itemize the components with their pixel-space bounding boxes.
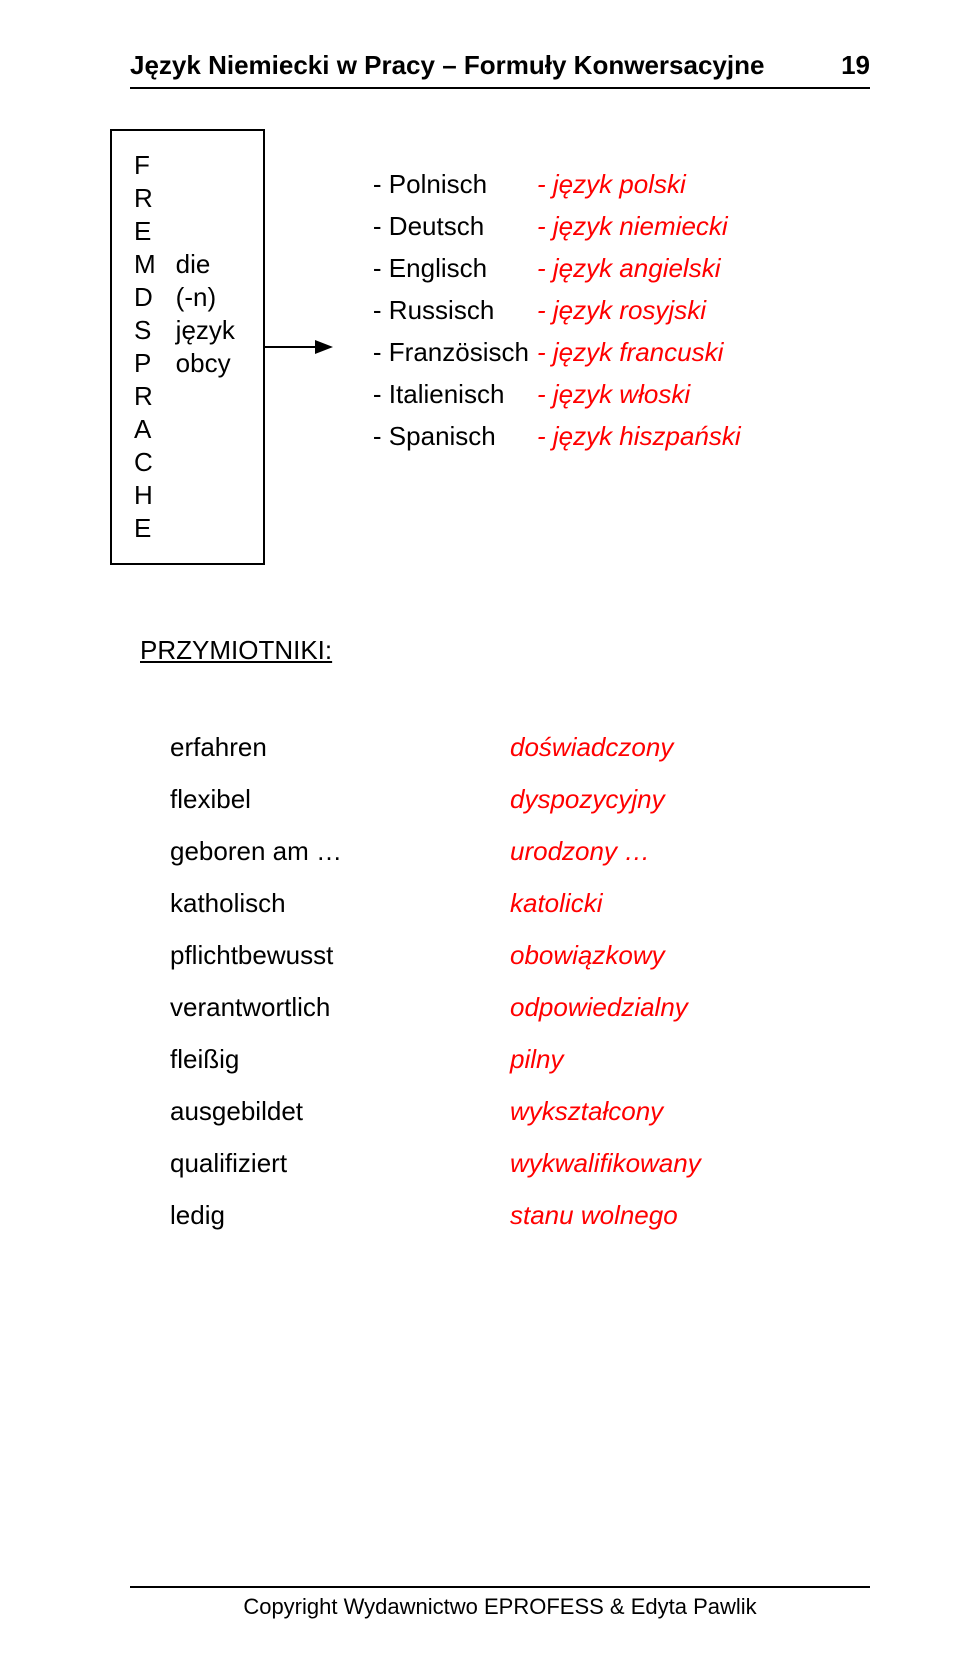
fremdsprache-box: F R E M D S P R A C H E die (-n) [110, 129, 265, 565]
language-polish: - język francuski [537, 331, 741, 373]
adjective-polish: wykwalifikowany [510, 1137, 701, 1189]
language-german: - Französisch [373, 331, 529, 373]
page-title: Język Niemiecki w Pracy – Formuły Konwer… [130, 50, 764, 81]
adjective-polish: katolicki [510, 877, 701, 929]
acrostic-letter: A [134, 413, 156, 446]
language-polish: - język rosyjski [537, 289, 741, 331]
adjective-polish: odpowiedzialny [510, 981, 701, 1033]
language-german: - Russisch [373, 289, 529, 331]
language-german: - Englisch [373, 247, 529, 289]
adjective-german: qualifiziert [170, 1137, 490, 1189]
language-german: - Deutsch [373, 205, 529, 247]
footer-rule [130, 1586, 870, 1588]
inner-labels: die (-n) język obcy [176, 149, 235, 545]
adjective-polish: pilny [510, 1033, 701, 1085]
language-polish: - język angielski [537, 247, 741, 289]
arrow-icon [263, 332, 333, 362]
language-polish: - język niemiecki [537, 205, 741, 247]
adjective-german: flexibel [170, 773, 490, 825]
language-polish: - język polski [537, 163, 741, 205]
adjective-german: ledig [170, 1189, 490, 1241]
adjective-german: verantwortlich [170, 981, 490, 1033]
adjective-german: katholisch [170, 877, 490, 929]
page-number: 19 [841, 50, 870, 81]
adjective-german: erfahren [170, 721, 490, 773]
adjective-polish: doświadczony [510, 721, 701, 773]
adjective-polish: obowiązkowy [510, 929, 701, 981]
language-german: - Polnisch [373, 163, 529, 205]
adjective-polish: urodzony … [510, 825, 701, 877]
language-polish: - język hiszpański [537, 415, 741, 457]
acrostic-letter: E [134, 215, 156, 248]
language-german: - Spanisch [373, 415, 529, 457]
inner-label: obcy [176, 347, 235, 380]
acrostic-letter: M [134, 248, 156, 281]
section-title-adjectives: PRZYMIOTNIKI: [140, 635, 870, 666]
inner-label: die [176, 248, 235, 281]
acrostic-letter: E [134, 512, 156, 545]
adjective-german: ausgebildet [170, 1085, 490, 1137]
acrostic-letter: F [134, 149, 156, 182]
language-german-col: - Polnisch - Deutsch - Englisch - Russis… [373, 163, 529, 457]
acrostic-letter: R [134, 380, 156, 413]
acrostic-letters: F R E M D S P R A C H E [134, 149, 156, 545]
header-rule [130, 87, 870, 89]
language-german: - Italienisch [373, 373, 529, 415]
language-polish-col: - język polski - język niemiecki - język… [537, 163, 741, 457]
adjective-german: geboren am … [170, 825, 490, 877]
adjective-polish: stanu wolnego [510, 1189, 701, 1241]
adjective-german: fleißig [170, 1033, 490, 1085]
adjective-polish-col: doświadczony dyspozycyjny urodzony … kat… [510, 721, 701, 1241]
acrostic-letter: R [134, 182, 156, 215]
adjective-polish: wykształcony [510, 1085, 701, 1137]
acrostic-letter: S [134, 314, 156, 347]
acrostic-letter: C [134, 446, 156, 479]
adjective-german-col: erfahren flexibel geboren am … katholisc… [170, 721, 490, 1241]
inner-label: (-n) [176, 281, 235, 314]
footer-copyright: Copyright Wydawnictwo EPROFESS & Edyta P… [130, 1594, 870, 1620]
language-polish: - język włoski [537, 373, 741, 415]
acrostic-letter: H [134, 479, 156, 512]
acrostic-letter: D [134, 281, 156, 314]
adjective-german: pflichtbewusst [170, 929, 490, 981]
acrostic-letter: P [134, 347, 156, 380]
adjective-polish: dyspozycyjny [510, 773, 701, 825]
inner-label: język [176, 314, 235, 347]
